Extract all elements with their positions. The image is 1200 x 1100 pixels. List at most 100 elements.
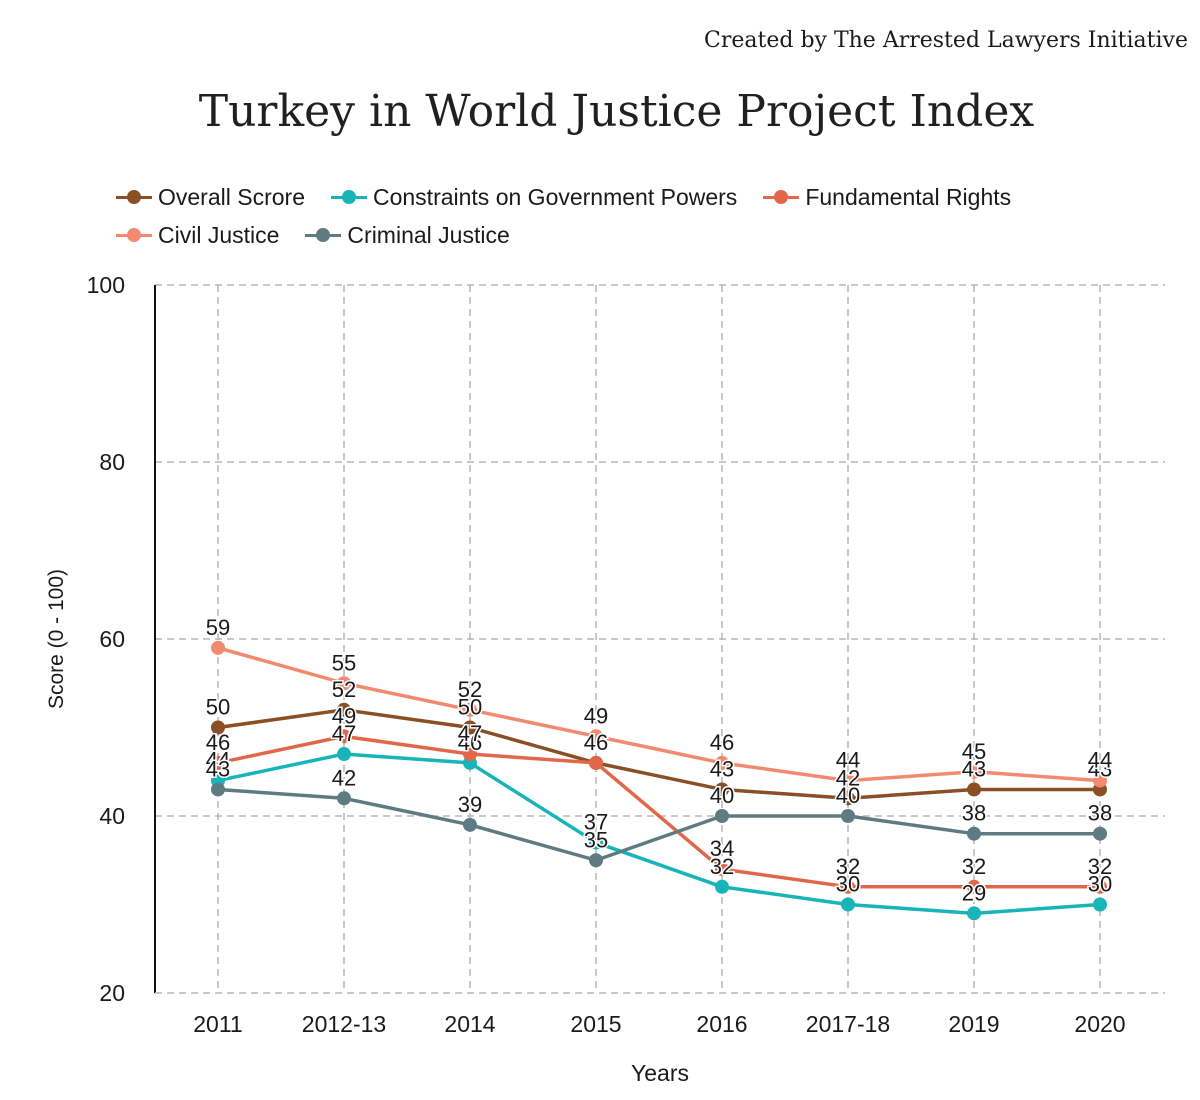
data-label: 44 [1088,748,1112,773]
data-label: 46 [584,730,608,755]
chart-legend: Overall Scrore Constraints on Government… [116,178,1116,254]
legend-row-2: Civil Justice Criminal Justice [116,216,1116,254]
data-label: 47 [458,721,482,746]
x-tick-label: 2020 [1074,1011,1125,1037]
data-label: 49 [584,703,608,728]
data-point [463,720,477,735]
data-label: 52 [332,677,356,702]
data-label: 44 [206,748,230,773]
data-label: 37 [584,810,608,835]
data-point [337,729,351,744]
legend-label: Overall Scrore [158,183,305,210]
data-point [211,755,225,770]
data-point [1093,879,1107,894]
data-point [715,809,729,823]
data-point [1093,773,1107,788]
data-point [967,879,981,894]
y-tick-label: 100 [87,272,125,298]
data-label: 32 [836,854,860,879]
data-label: 32 [962,854,986,879]
data-point [463,817,477,832]
data-point [337,791,351,806]
data-point [715,782,729,797]
legend-swatch-icon [116,228,152,242]
data-label: 46 [710,730,734,755]
legend-item-overall-score[interactable]: Overall Scrore [116,184,305,211]
data-point [715,755,729,770]
data-label: 30 [836,872,860,897]
legend-label: Fundamental Rights [805,183,1012,210]
data-label: 55 [332,650,356,675]
data-point [967,764,981,779]
data-point [841,791,855,806]
y-axis-title: Score (0 - 100) [45,569,68,709]
data-point [841,773,855,788]
data-point [841,809,855,823]
data-point [841,879,855,894]
x-tick-label: 2019 [948,1011,999,1037]
data-label: 59 [206,615,230,640]
legend-swatch-icon [330,190,367,204]
data-point [211,640,225,655]
series-line [217,787,1100,862]
data-point [337,676,351,691]
data-label: 40 [710,783,734,808]
data-point [841,897,855,912]
data-label: 42 [332,765,356,790]
data-label: 43 [206,756,230,781]
x-tick-label: 2014 [444,1011,495,1037]
data-label: 35 [584,827,608,852]
legend-item-constraints[interactable]: Constraints on Government Powers [330,183,738,211]
legend-item-civil-justice[interactable]: Civil Justice [116,222,279,249]
x-tick-label: 2016 [696,1011,747,1037]
x-tick-label: 2015 [570,1011,621,1037]
data-point [967,782,981,797]
data-label: 52 [458,677,482,702]
data-point [589,835,603,850]
legend-label: Constraints on Government Powers [372,183,738,210]
data-point [967,906,981,921]
y-tick-label: 80 [99,449,125,475]
legend-label: Civil Justice [158,221,280,248]
data-label: 34 [710,836,734,861]
data-point [337,702,351,717]
y-tick-label: 60 [99,626,125,652]
data-label: 46 [206,730,230,755]
data-label: 44 [836,748,860,773]
chart-credit: Created by The Arrested Lawyers Initiati… [704,28,1188,53]
data-label: 42 [836,765,860,790]
data-point [589,755,603,770]
data-point [1093,897,1107,912]
data-point [337,747,351,762]
data-point [589,853,603,868]
x-tick-label: 2011 [193,1011,242,1037]
data-label: 40 [836,783,860,808]
data-point [211,720,225,735]
data-label: 46 [584,730,608,755]
data-label: 39 [458,792,482,817]
y-tick-label: 20 [99,980,125,1006]
data-label: 49 [332,703,356,728]
data-label: 43 [962,756,986,781]
data-label: 43 [1088,756,1112,781]
data-point [715,879,729,894]
data-label: 38 [962,801,986,826]
data-point [589,729,603,744]
series-line [217,734,1100,889]
data-point [211,782,225,797]
series-line [217,646,1101,783]
x-tick-label: 2017-18 [806,1011,890,1037]
data-point [1093,826,1107,841]
data-label: 43 [710,756,734,781]
data-point [463,702,477,717]
data-label: 46 [458,730,482,755]
series-line [217,752,1101,916]
legend-swatch-icon [763,190,800,204]
legend-item-criminal-justice[interactable]: Criminal Justice [305,222,510,249]
legend-item-fundamental-rights[interactable]: Fundamental Rights [763,184,1011,211]
series-line [217,708,1100,801]
data-label: 45 [962,739,986,764]
data-label: 47 [332,721,356,746]
y-tick-label: 40 [99,803,125,829]
